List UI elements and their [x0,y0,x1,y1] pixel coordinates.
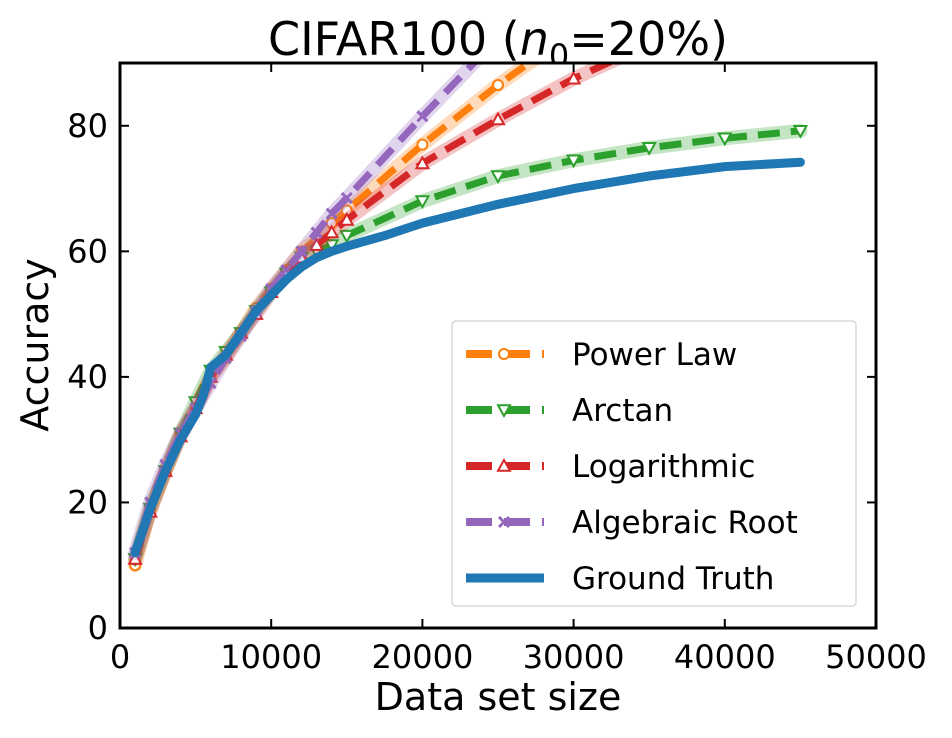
y-tick-label: 80 [67,107,108,145]
data-point [792,125,809,139]
data-point [717,132,733,147]
data-point [308,236,325,251]
legend-label: Algebraic Root [572,505,798,541]
legend-item-power-law: Power Law [466,337,737,373]
y-tick-label: 60 [67,232,108,270]
legend-marker [496,404,512,419]
y-tick-label: 0 [88,609,108,647]
data-point [565,154,582,169]
y-tick-label: 20 [67,483,108,521]
legend-item-algebraic-root: Algebraic Root [466,505,798,541]
legend-label: Arctan [572,393,673,429]
legend-item-arctan: Arctan [466,393,673,429]
axes-frame [118,61,878,630]
legend-marker [496,457,512,472]
legend-label: Logarithmic [572,449,755,485]
data-point [339,229,355,244]
legend-label: Ground Truth [572,561,774,597]
data-point [127,550,143,565]
series-line [130,157,805,558]
y-axis-title: Accuracy [13,258,57,432]
data-point [416,110,429,123]
data-point [295,245,308,258]
data-point [490,111,506,126]
x-tick-label: 0 [110,638,130,676]
legend-marker [498,348,510,360]
data-point [325,207,338,220]
data-point [323,224,340,239]
x-tick-label: 20000 [372,638,474,676]
legend-box [451,320,857,607]
x-tick-label: 30000 [523,638,625,676]
series-layer [127,63,809,573]
data-point [492,78,504,91]
data-point [416,138,429,151]
legend-item-logarithmic: Logarithmic [466,449,755,485]
x-tick-label: 10000 [220,638,322,676]
legend-marker [497,515,511,529]
x-axis-title: Data set size [375,675,622,719]
legend-label: Power Law [572,337,737,373]
x-tick-label: 40000 [674,638,776,676]
data-point [340,191,353,205]
x-tick-label: 50000 [825,638,927,676]
data-point [641,141,657,156]
series-ground-truth [130,157,805,558]
y-tick-label: 40 [67,358,108,396]
data-point [490,170,506,185]
data-point [310,226,323,239]
data-point [565,70,582,85]
ticks-layer: 0 10000 20000 30000 40000 50000 0 20 40 60 80 [67,63,927,676]
legend: Power Law Arctan Logarithmic Algebraic Root… [451,320,857,607]
data-point [339,211,355,226]
chart-title: CIFAR100 (n0=20%) [268,12,728,75]
data-point [414,195,431,210]
legend-item-ground-truth: Ground Truth [466,561,774,597]
data-point [414,155,431,170]
